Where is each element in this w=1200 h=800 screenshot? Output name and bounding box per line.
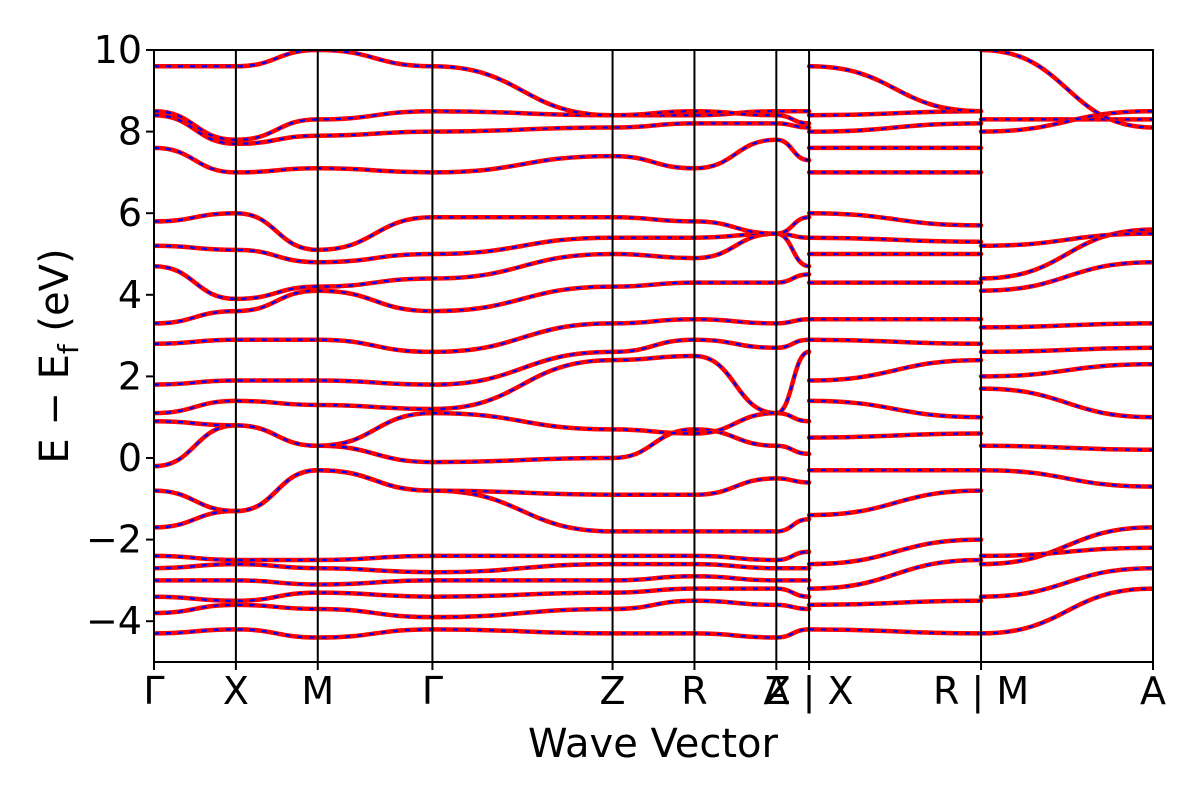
high-symmetry-lines — [234, 50, 983, 662]
band-line-dotted — [809, 65, 982, 113]
x-tick-label: X — [223, 669, 249, 713]
band-line — [154, 113, 812, 147]
plot-frame — [153, 49, 1154, 663]
band-line-dotted — [980, 546, 1153, 557]
band-line-dotted — [154, 318, 810, 354]
band-line-dotted — [980, 232, 1153, 247]
band-line-dotted — [154, 273, 810, 325]
band-line — [154, 467, 812, 514]
x-tick-label: A — [763, 669, 789, 713]
y-tick-label: 10 — [94, 28, 142, 72]
band-line-dotted — [154, 232, 810, 301]
band-line-dotted — [154, 338, 810, 386]
x-tick-label: M — [301, 669, 334, 713]
band-line-dotted — [980, 50, 1153, 129]
band-line — [154, 349, 812, 416]
band-line-dotted — [980, 110, 1153, 133]
band-line-dotted — [809, 399, 982, 419]
band-line-dotted — [154, 50, 810, 125]
y-tick-label: −4 — [86, 599, 142, 643]
band-line-dotted — [154, 587, 810, 602]
band-line-dotted — [980, 444, 1153, 451]
band-line-dotted — [809, 628, 982, 635]
band-line-dotted — [154, 232, 810, 264]
band-line-dotted — [809, 359, 982, 382]
band-line — [806, 64, 984, 114]
x-tick-label: Γ — [422, 669, 443, 713]
x-tick-label: Z — [600, 669, 626, 713]
band-line-dotted — [980, 469, 1153, 488]
y-tick-label: 2 — [118, 354, 142, 398]
band-line-dotted — [154, 138, 810, 174]
x-tick-label: R | M — [933, 669, 1029, 714]
band-line-dotted — [154, 599, 810, 619]
band-line-dotted — [154, 469, 810, 533]
band-line — [154, 317, 812, 355]
y-axis-title-main: E − E — [32, 354, 78, 464]
band-line — [978, 227, 1153, 281]
band-line-dotted — [809, 338, 982, 345]
band-line — [154, 598, 812, 620]
x-tick-label: Γ — [143, 669, 164, 713]
band-line-dotted — [980, 346, 1153, 353]
band-line-dotted — [809, 558, 982, 590]
band-line-dotted — [980, 228, 1153, 280]
band-line-dotted — [154, 110, 810, 141]
band-line-dotted — [809, 432, 982, 439]
y-tick-label: 6 — [118, 191, 142, 235]
y-tick-label: 4 — [118, 273, 142, 317]
x-axis-title: Wave Vector — [528, 721, 779, 767]
band-line-dotted — [809, 122, 982, 133]
band-line-dotted — [154, 469, 810, 513]
y-tick-label: 8 — [118, 110, 142, 154]
band-line-dotted — [980, 261, 1153, 292]
band-line-dotted — [980, 567, 1153, 598]
band-lines — [154, 50, 1153, 640]
band-line-dotted — [809, 538, 982, 566]
y-tick-label: −2 — [86, 518, 142, 562]
band-line-dotted — [154, 562, 810, 574]
x-tick-label: Z | X — [765, 669, 854, 714]
band-line-dotted — [154, 550, 810, 562]
band-line-dotted — [980, 587, 1153, 635]
band-line — [154, 231, 812, 302]
x-tick-label: A — [1140, 669, 1166, 713]
band-line-dotted — [980, 387, 1153, 419]
band-line-dotted — [154, 575, 810, 586]
band-line-dotted — [154, 411, 810, 447]
band-line — [154, 467, 812, 534]
band-line-dotted — [154, 628, 810, 639]
band-line-dotted — [980, 363, 1153, 378]
band-line-dotted — [809, 236, 982, 243]
band-line — [154, 210, 812, 253]
y-axis-title-unit: (eV) — [32, 248, 78, 344]
band-line-dotted — [809, 599, 982, 606]
y-tick-label: 0 — [118, 436, 142, 480]
y-axis-ticks: −4 −2 0 2 4 6 8 10 — [86, 28, 154, 643]
x-tick-label: R — [681, 669, 707, 713]
band-line-dotted — [809, 489, 982, 517]
band-line-dotted — [809, 212, 982, 227]
y-axis-title-subscript: f — [52, 343, 85, 354]
band-line-dotted — [980, 526, 1153, 566]
band-line-dotted — [980, 322, 1153, 329]
y-axis-title: E − Ef (eV) — [32, 248, 85, 463]
